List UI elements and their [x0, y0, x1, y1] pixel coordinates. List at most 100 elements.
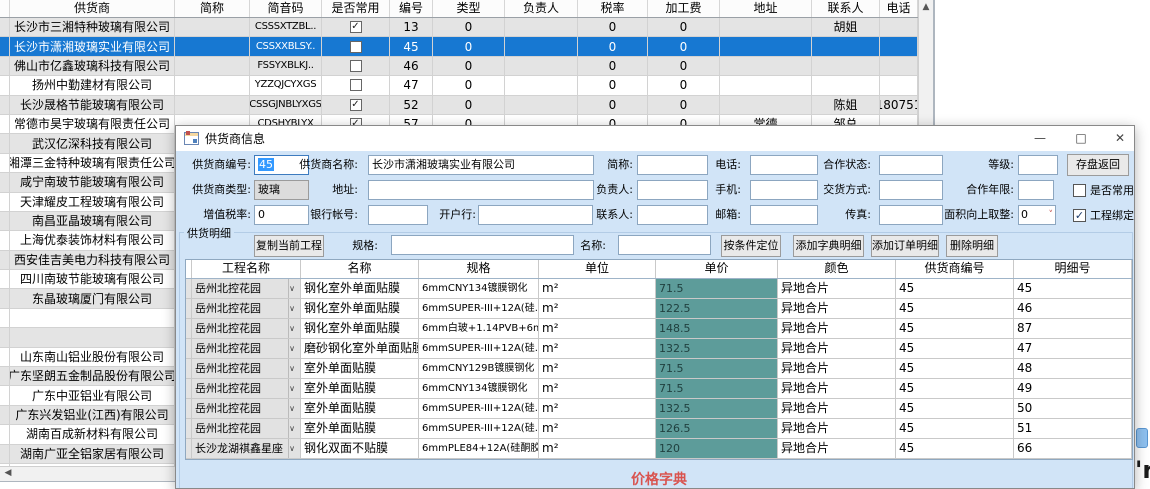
row-header[interactable] — [0, 56, 10, 76]
column-header-contact[interactable]: 联系人 — [812, 0, 880, 17]
minimize-icon[interactable]: — — [1034, 131, 1046, 145]
row-header[interactable] — [0, 328, 10, 347]
cell-spec[interactable]: 6mmCNY129B镀膜钢化 — [419, 359, 539, 378]
cell-color[interactable]: 异地合片 — [778, 359, 896, 378]
row-header[interactable] — [0, 405, 10, 425]
add-order-detail-button[interactable]: 添加订单明细 — [871, 235, 939, 257]
cell-name[interactable]: 钢化室外单面贴膜 — [301, 279, 419, 298]
cell-color[interactable]: 异地合片 — [778, 439, 896, 458]
cell-tax[interactable]: 0 — [578, 114, 648, 134]
row-header[interactable] — [186, 419, 192, 438]
row-header[interactable] — [0, 289, 10, 308]
maximize-icon[interactable]: □ — [1075, 131, 1087, 145]
cell-type[interactable]: 0 — [433, 95, 505, 114]
supplier-row[interactable]: 长沙市三湘特种玻璃有限公司 CSSSXTZBL.. ✓ 13 0 0 0 胡姐 — [0, 18, 933, 38]
cell-owner[interactable] — [505, 76, 578, 95]
chevron-down-icon[interactable]: ∨ — [288, 279, 297, 298]
cell-spec[interactable]: 6mmSUPER-III+12A(硅... — [419, 399, 539, 418]
column-header-num[interactable]: 编号 — [390, 0, 433, 17]
cell-spec[interactable]: 6mmCNY134镀膜钢化 — [419, 279, 539, 298]
cell-price[interactable]: 132.5 — [656, 399, 778, 418]
detail-row[interactable]: 岳州北控花园 ∨ 室外单面贴膜 6mmSUPER-III+12A(硅... m² 126.… — [186, 419, 1132, 439]
checkbox-checked-icon[interactable]: ✓ — [349, 98, 362, 111]
address-input[interactable] — [368, 180, 594, 200]
cell-owner[interactable] — [505, 18, 578, 37]
cell-unit[interactable]: m² — [539, 439, 656, 458]
row-header[interactable] — [0, 367, 10, 386]
cell-name[interactable]: 湖南广亚全铝家居有限公司 — [10, 444, 175, 463]
cell-project[interactable]: 岳州北控花园 ∨ — [192, 339, 301, 358]
cell-short[interactable] — [175, 95, 250, 114]
cell-name[interactable] — [10, 308, 175, 328]
cell-detail-no[interactable]: 87 — [1014, 319, 1132, 338]
row-header[interactable] — [0, 211, 10, 231]
checkbox-unchecked-icon[interactable] — [349, 59, 362, 72]
cell-price[interactable]: 71.5 — [656, 359, 778, 378]
copy-current-project-button[interactable]: 复制当前工程 — [254, 235, 324, 257]
cell-owner[interactable] — [505, 95, 578, 114]
cell-price[interactable]: 132.5 — [656, 339, 778, 358]
cell-fee[interactable]: 0 — [648, 95, 720, 114]
cell-color[interactable]: 异地合片 — [778, 299, 896, 318]
cell-contact[interactable] — [812, 56, 880, 76]
contact-input[interactable] — [637, 205, 708, 225]
close-icon[interactable]: ✕ — [1114, 131, 1126, 145]
cell-addr[interactable] — [720, 37, 812, 56]
cell-code[interactable]: FSSYXBLKJ.. — [250, 56, 322, 76]
cell-price[interactable]: 71.5 — [656, 379, 778, 398]
cell-unit[interactable]: m² — [539, 319, 656, 338]
detail-row[interactable]: 长沙龙湖祺鑫星座 ∨ 钢化双面不贴膜 6mmPLE84+12A(硅酮胶... m² 120… — [186, 439, 1132, 459]
cell-fee[interactable]: 0 — [648, 114, 720, 134]
cell-unit[interactable]: m² — [539, 399, 656, 418]
phone-input[interactable] — [750, 155, 818, 175]
cell-type[interactable]: 0 — [433, 76, 505, 95]
cell-code[interactable]: CSSSXTZBL.. — [250, 18, 322, 37]
row-header[interactable] — [186, 299, 192, 318]
background-scrollbar-thumb[interactable] — [1136, 428, 1148, 448]
column-header-detail-no[interactable]: 明细号 — [1014, 260, 1132, 278]
column-header-project[interactable]: 工程名称 — [192, 260, 301, 278]
cell-phone[interactable] — [880, 114, 918, 134]
cell-fee[interactable]: 0 — [648, 76, 720, 95]
row-header[interactable] — [0, 347, 10, 367]
cell-code[interactable]: CSSGJNBLYXGS — [250, 95, 322, 114]
cell-name[interactable]: 湖南百成新材料有限公司 — [10, 425, 175, 444]
cell-num[interactable]: 45 — [390, 37, 433, 56]
cell-name[interactable]: 佛山市亿鑫玻璃科技有限公司 — [10, 56, 175, 76]
cell-num[interactable]: 13 — [390, 18, 433, 37]
cell-supplier-no[interactable]: 45 — [896, 299, 1014, 318]
cell-code[interactable]: CSSXXBLSY.. — [250, 37, 322, 56]
cell-addr[interactable] — [720, 76, 812, 95]
cell-name[interactable]: 室外单面贴膜 — [301, 399, 419, 418]
row-header[interactable] — [0, 231, 10, 250]
cell-name[interactable]: 磨砂钢化室外单面贴膜 — [301, 339, 419, 358]
cell-color[interactable]: 异地合片 — [778, 339, 896, 358]
coop-status-input[interactable] — [879, 155, 943, 175]
cell-name[interactable]: 东晶玻璃厦门有限公司 — [10, 289, 175, 308]
cell-unit[interactable]: m² — [539, 279, 656, 298]
cell-short[interactable] — [175, 18, 250, 37]
owner-input[interactable] — [637, 180, 708, 200]
row-header[interactable] — [0, 95, 10, 114]
cell-supplier-no[interactable]: 45 — [896, 319, 1014, 338]
cell-code[interactable]: CDSHYBLYX — [250, 114, 322, 134]
cell-name[interactable]: 四川南玻节能玻璃有限公司 — [10, 270, 175, 289]
scroll-left-icon[interactable]: ◀ — [4, 468, 12, 478]
cell-unit[interactable]: m² — [539, 299, 656, 318]
cell-color[interactable]: 异地合片 — [778, 419, 896, 438]
cell-detail-no[interactable]: 45 — [1014, 279, 1132, 298]
row-header[interactable] — [0, 425, 10, 444]
cell-project[interactable]: 岳州北控花园 ∨ — [192, 299, 301, 318]
column-header-owner[interactable]: 负责人 — [505, 0, 578, 17]
cell-supplier-no[interactable]: 45 — [896, 399, 1014, 418]
cell-name[interactable]: 广东兴发铝业(江西)有限公司 — [10, 405, 175, 425]
cell-spec[interactable]: 6mm白玻+1.14PVB+6mm... — [419, 319, 539, 338]
column-header-type[interactable]: 类型 — [433, 0, 505, 17]
row-header[interactable] — [0, 444, 10, 463]
cell-common[interactable]: ✓ — [322, 95, 390, 114]
row-header[interactable] — [0, 173, 10, 192]
checkbox-checked-icon[interactable]: ✓ — [349, 21, 362, 34]
coop-years-input[interactable] — [1018, 180, 1054, 200]
delete-detail-button[interactable]: 删除明细 — [946, 235, 998, 257]
row-header-spacer[interactable] — [186, 260, 192, 278]
